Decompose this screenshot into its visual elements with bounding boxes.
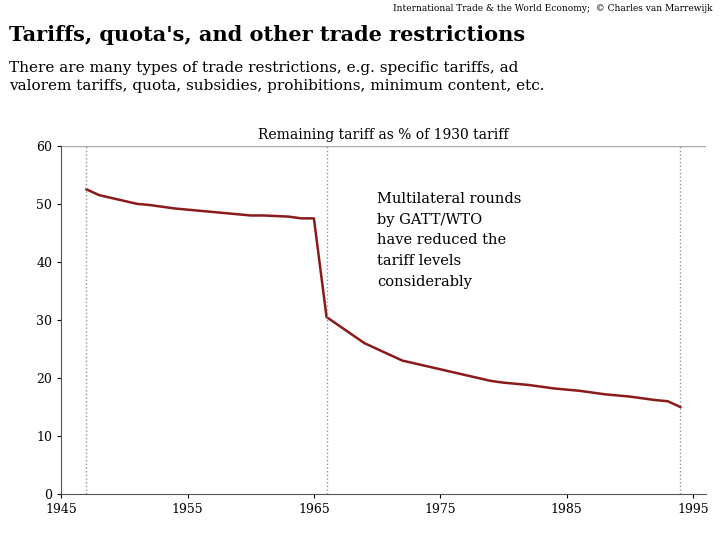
Text: Multilateral rounds
by GATT/WTO
have reduced the
tariff levels
considerably: Multilateral rounds by GATT/WTO have red… [377, 192, 521, 289]
Text: International Trade & the World Economy;  © Charles van Marrewijk: International Trade & the World Economy;… [393, 4, 713, 14]
Title: Remaining tariff as % of 1930 tariff: Remaining tariff as % of 1930 tariff [258, 128, 508, 142]
Text: Tariffs, quota's, and other trade restrictions: Tariffs, quota's, and other trade restri… [9, 25, 526, 45]
Text: There are many types of trade restrictions, e.g. specific tariffs, ad
valorem ta: There are many types of trade restrictio… [9, 61, 545, 93]
